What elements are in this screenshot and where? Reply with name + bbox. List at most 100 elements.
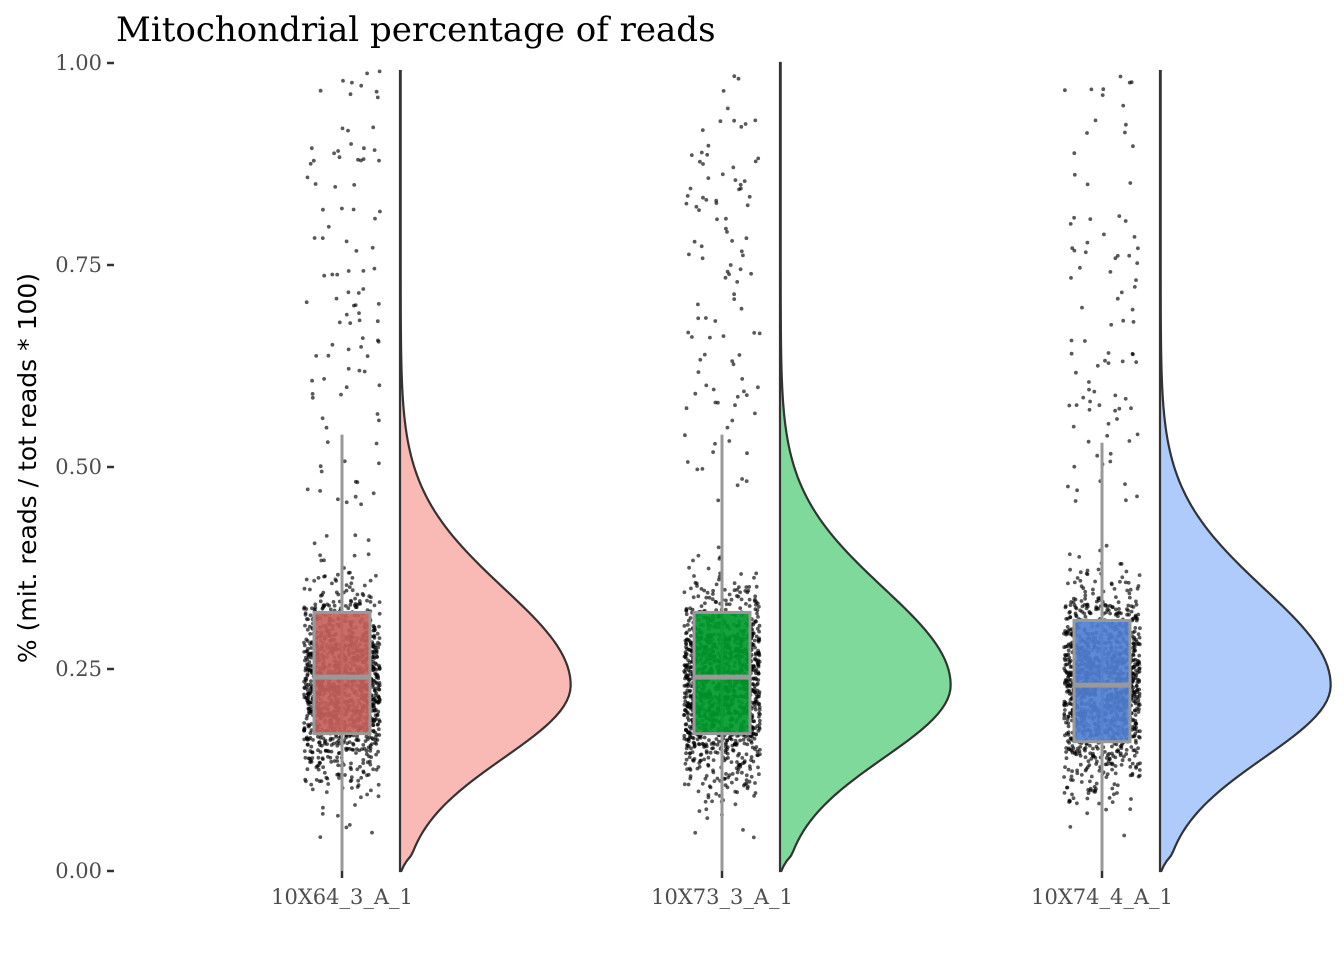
data-point	[687, 755, 692, 760]
data-point	[347, 823, 352, 827]
data-point	[1062, 699, 1067, 704]
data-point	[309, 679, 313, 683]
data-point	[734, 777, 739, 782]
data-point	[1086, 439, 1091, 444]
data-point	[377, 733, 382, 737]
data-point	[693, 391, 698, 396]
data-point	[1094, 781, 1099, 786]
data-point	[1062, 791, 1067, 795]
data-point	[752, 575, 756, 580]
data-point	[684, 751, 688, 756]
data-point	[374, 651, 379, 655]
data-point	[715, 776, 720, 781]
data-point	[707, 784, 712, 789]
data-point	[348, 765, 353, 770]
data-point	[1121, 103, 1126, 108]
data-point	[730, 239, 734, 243]
data-point	[686, 618, 691, 623]
data-point	[699, 752, 704, 757]
data-point	[309, 782, 314, 787]
data-point	[718, 119, 723, 124]
data-point	[376, 709, 381, 714]
data-point	[312, 236, 317, 240]
data-point	[365, 792, 369, 797]
data-point	[683, 722, 688, 727]
data-point	[1089, 774, 1094, 779]
data-point	[1125, 607, 1129, 611]
data-point	[1095, 363, 1100, 368]
data-point	[325, 776, 330, 781]
y-tick-label: 0.50	[55, 455, 102, 479]
data-point	[332, 603, 337, 608]
data-point	[310, 787, 315, 792]
data-point	[1072, 215, 1076, 220]
data-point	[366, 538, 371, 542]
data-point	[374, 767, 379, 772]
data-point	[1135, 261, 1140, 265]
data-point	[714, 792, 719, 796]
data-point	[727, 592, 732, 597]
data-point	[711, 768, 715, 773]
group-10X73_3_A_1	[682, 61, 952, 873]
data-point	[739, 572, 743, 576]
data-point	[350, 80, 354, 85]
data-point	[364, 748, 369, 753]
data-point	[713, 319, 718, 323]
data-point	[336, 739, 341, 743]
data-point	[304, 577, 309, 582]
data-point	[1063, 765, 1067, 769]
data-point	[709, 742, 714, 746]
data-point	[1110, 762, 1115, 767]
data-point	[1066, 616, 1070, 621]
data-point	[355, 592, 360, 597]
data-point	[323, 740, 327, 744]
data-point	[740, 477, 744, 481]
data-point	[687, 627, 692, 632]
data-point	[1104, 610, 1109, 615]
data-point	[743, 782, 747, 787]
data-point	[1071, 600, 1076, 605]
data-point	[310, 392, 315, 396]
data-point	[335, 759, 340, 763]
data-point	[689, 648, 694, 653]
data-point	[305, 742, 310, 747]
data-point	[302, 692, 306, 697]
data-point	[330, 272, 335, 277]
data-point	[362, 146, 366, 151]
data-point	[1118, 562, 1123, 566]
data-point	[733, 789, 738, 794]
data-point	[359, 502, 363, 507]
data-point	[1133, 626, 1138, 630]
data-point	[1067, 403, 1072, 408]
data-point	[1070, 744, 1075, 748]
data-point	[1085, 572, 1090, 577]
data-point	[687, 660, 692, 665]
data-point	[372, 633, 377, 638]
data-point	[714, 737, 719, 741]
data-point	[756, 658, 761, 663]
data-point	[330, 342, 335, 347]
data-point	[1113, 256, 1118, 261]
data-point	[319, 469, 324, 474]
data-point	[1131, 690, 1136, 695]
data-point	[733, 178, 738, 183]
data-point	[1085, 811, 1090, 816]
data-point	[738, 267, 743, 272]
data-point	[684, 406, 689, 411]
data-point	[1120, 758, 1125, 763]
data-point	[1064, 644, 1068, 649]
data-point	[336, 149, 340, 153]
data-point	[704, 595, 709, 600]
data-point	[1063, 733, 1067, 738]
data-point	[1136, 703, 1141, 708]
data-point	[1130, 761, 1135, 766]
data-point	[376, 645, 380, 650]
data-point	[738, 764, 743, 769]
data-point	[1127, 80, 1132, 85]
data-point	[739, 306, 744, 311]
data-point	[308, 613, 313, 618]
data-point	[1072, 580, 1077, 585]
data-point	[351, 742, 356, 747]
data-point	[732, 74, 737, 79]
data-point	[355, 734, 359, 739]
